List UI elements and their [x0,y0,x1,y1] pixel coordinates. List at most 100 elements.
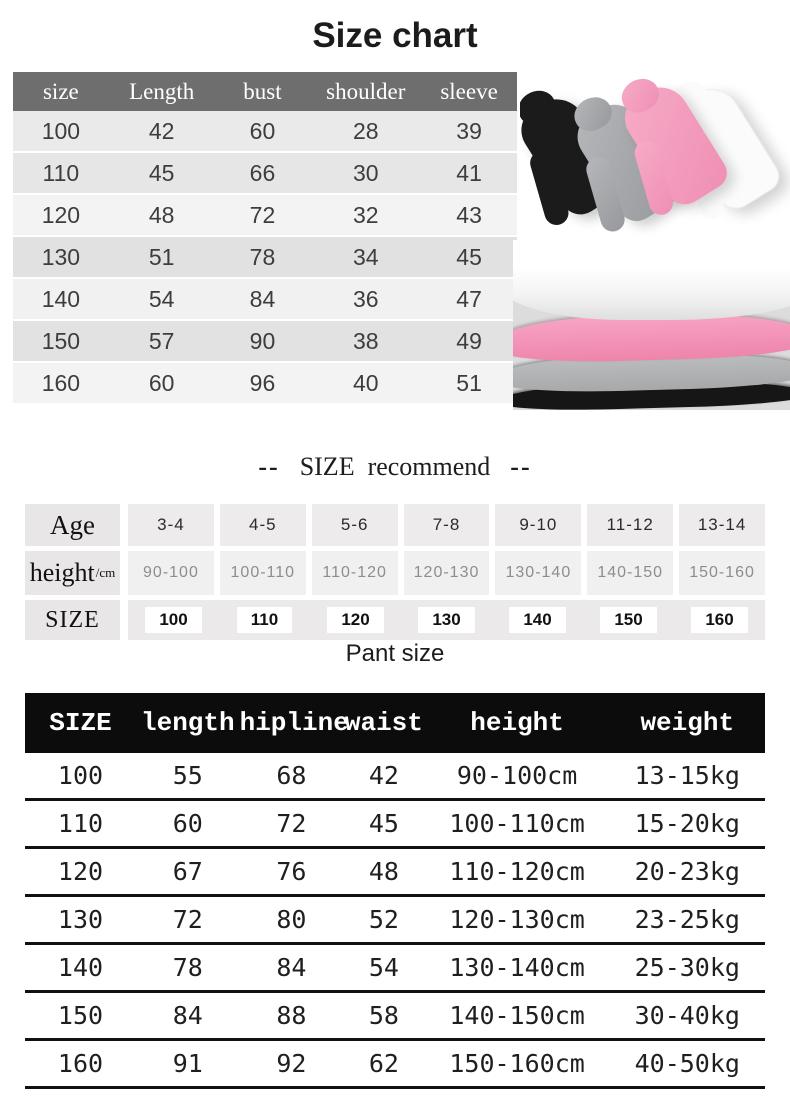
size-value: 150 [600,607,657,633]
height-row: height/cm 90-100 100-110 110-120 120-130 130… [25,551,766,595]
cell: 80 [276,905,307,934]
dash-decoration: -- [258,452,280,481]
cell: 130-140cm [449,953,585,982]
size-recommend-heading: -- SIZE recommend -- [0,452,790,482]
size-value: 160 [691,607,748,633]
table-row: 140 78 84 54 130-140cm 25-30kg [25,945,765,993]
cell: 3-4 [128,504,214,546]
cell: 32 [352,202,379,228]
height-label-text: height [29,558,95,587]
cell: 90 [249,328,276,354]
size-row: SIZE 100 110 120 130 140 150 160 [25,600,765,640]
cell: 78 [172,953,203,982]
age-label: Age [25,504,120,546]
hoodies-product-photo [520,68,790,237]
table-row: 130 72 80 52 120-130cm 23-25kg [25,897,765,945]
cell: 66 [249,160,276,186]
cell: 15-20kg [634,809,740,838]
table-row: 160 60 96 40 51 [13,363,517,405]
cell: 49 [456,328,482,354]
cell: 130 [41,244,81,270]
dash-decoration: -- [510,452,532,481]
cell: 130 [401,600,492,640]
cell: 72 [276,809,307,838]
cell: 150 [57,1001,104,1030]
column-header: waist [344,708,423,738]
cell: 40-50kg [634,1049,740,1078]
cell: 130 [57,905,104,934]
table-row: 120 48 72 32 43 [13,195,517,237]
cell: 90-100 [128,551,214,595]
cell: 160 [57,1049,104,1078]
cell: 30-40kg [634,1001,740,1030]
table-row: 150 84 88 58 140-150cm 30-40kg [25,993,765,1041]
cell: 36 [352,286,379,312]
cell: 110-120 [311,551,398,595]
cell: 47 [456,286,482,312]
height-label: height/cm [25,551,120,595]
cell: 100 [41,118,81,144]
cell: 48 [148,202,175,228]
cell: 51 [456,370,482,396]
cell: 120 [310,600,401,640]
size-value: 120 [327,607,384,633]
column-header: shoulder [326,79,406,104]
age-row: Age 3-4 4-5 5-6 7-8 9-10 11-12 13-14 [25,504,766,546]
size-recommend-title: SIZE recommend [299,452,491,481]
column-header: Length [129,79,195,104]
cell: 48 [368,857,399,886]
cell: 150 [583,600,674,640]
cell: 54 [148,286,175,312]
cell: 7-8 [403,504,490,546]
table-row: 110 60 72 45 100-110cm 15-20kg [25,801,765,849]
size-chart-table: size Length bust shoulder sleeve 100 42 60… [13,72,517,405]
size-value: 140 [509,607,566,633]
column-header: bust [243,79,282,104]
column-header: hipline [239,708,349,738]
cell: 45 [368,809,399,838]
cell: 9-10 [495,504,582,546]
cell: 160 [41,370,81,396]
cell: 60 [172,809,203,838]
cell: 100 [57,761,104,790]
column-header: height [470,708,564,738]
cell: 91 [172,1049,203,1078]
cell: 120-130cm [449,905,585,934]
folded-stack-photo [513,240,790,410]
cell: 67 [172,857,203,886]
cell: 55 [172,761,203,790]
cell: 45 [148,160,175,186]
cell: 38 [352,328,379,354]
cell: 42 [368,761,399,790]
cell: 5-6 [311,504,398,546]
table-row: 130 51 78 34 45 [13,237,517,279]
size-chart-header-row: size Length bust shoulder sleeve [13,72,517,111]
cell: 120-130 [403,551,490,595]
cell: 100-110cm [449,809,585,838]
cell: 11-12 [587,504,674,546]
table-row: 100 42 60 28 39 [13,111,517,153]
cell: 150-160 [679,551,766,595]
cell: 68 [276,761,307,790]
cell: 30 [352,160,379,186]
cell: 62 [368,1049,399,1078]
cell: 60 [148,370,175,396]
cell: 57 [148,328,175,354]
column-header: weight [640,708,735,738]
cell: 110 [42,160,80,186]
cell: 52 [368,905,399,934]
table-row: 120 67 76 48 110-120cm 20-23kg [25,849,765,897]
cell: 45 [456,244,482,270]
cell: 39 [456,118,482,144]
cell: 120 [57,857,104,886]
column-header: length [140,708,235,738]
cell: 4-5 [219,504,306,546]
size-value: 100 [145,607,202,633]
cell: 150-160cm [449,1049,585,1078]
page-title: Size chart [312,16,478,55]
cell: 72 [172,905,203,934]
pant-header-row: SIZE length hipline waist height weight [25,693,765,753]
cell: 120 [41,202,81,228]
table-row: 110 45 66 30 41 [13,153,517,195]
